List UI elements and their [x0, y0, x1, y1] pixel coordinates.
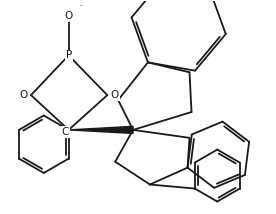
Text: C: C: [62, 127, 69, 137]
Text: O: O: [111, 90, 119, 100]
Text: O: O: [65, 11, 73, 21]
Polygon shape: [69, 126, 133, 134]
Text: P: P: [65, 51, 72, 60]
Text: O: O: [19, 90, 27, 100]
Text: ⁻: ⁻: [78, 3, 83, 12]
